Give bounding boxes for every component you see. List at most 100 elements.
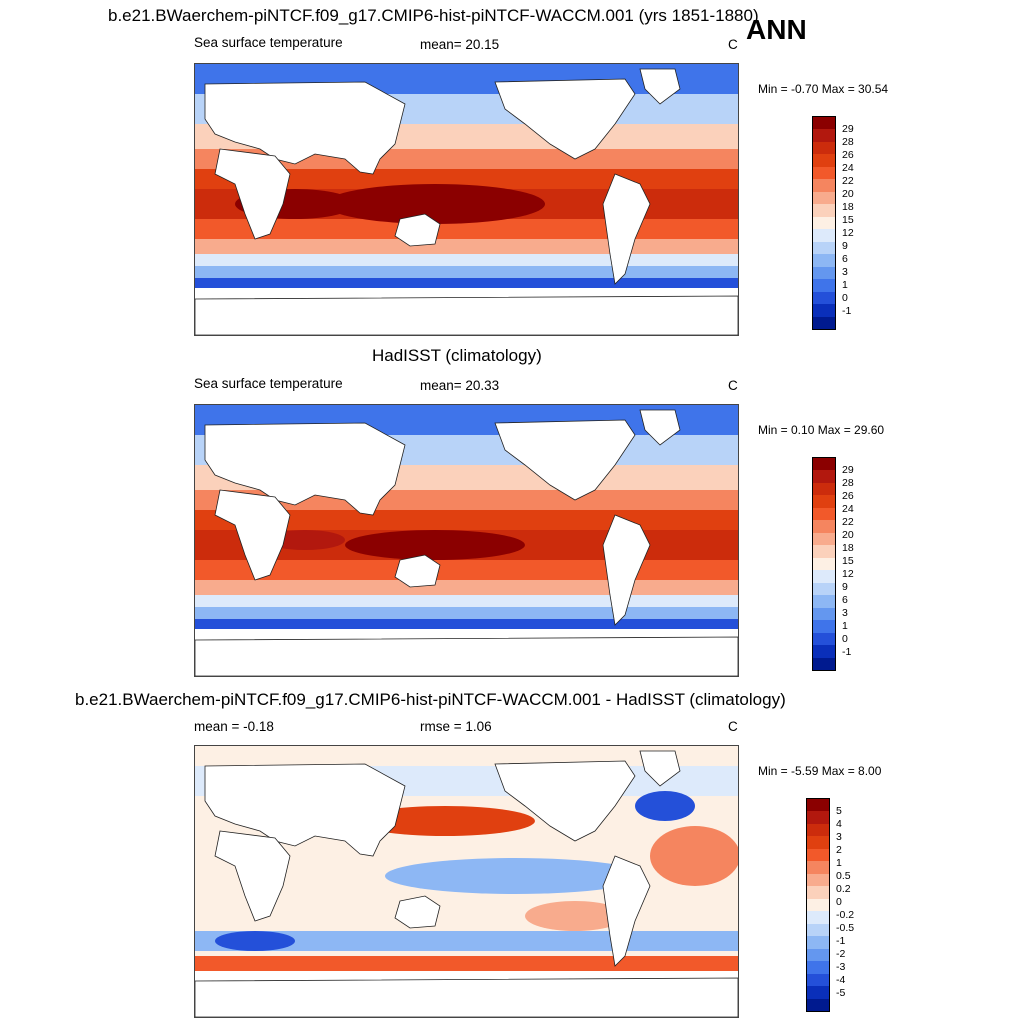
p2-eurasia — [204, 422, 406, 516]
colorbar-segment — [807, 861, 829, 875]
colorbar-segment — [813, 241, 835, 255]
panel-3-units-label: C — [728, 719, 738, 734]
colorbar-segment — [807, 911, 829, 925]
colorbar-segment — [813, 557, 835, 571]
p1-africa — [214, 148, 291, 240]
colorbar-segment — [813, 532, 835, 546]
panel-1-mean-label: mean= 20.15 — [420, 37, 500, 52]
p2-africa — [214, 489, 291, 581]
p2-cbar-label: 18 — [842, 542, 854, 554]
p1-cbar-label: 1 — [842, 279, 848, 291]
p3-north-america — [494, 760, 636, 842]
p3-cbar-label: -3 — [836, 961, 846, 973]
colorbar-segment — [813, 154, 835, 168]
p3-cbar-label: 0.5 — [836, 870, 851, 882]
p3-africa — [214, 830, 291, 922]
colorbar-segment — [813, 166, 835, 180]
colorbar-segment — [813, 632, 835, 646]
p3-greenland — [639, 750, 681, 787]
p2-cbar-label: 6 — [842, 594, 848, 606]
p2-cbar-label: 9 — [842, 581, 848, 593]
colorbar-segment — [813, 657, 835, 671]
colorbar-segment — [813, 645, 835, 659]
p3-south-indian-cold — [215, 931, 295, 951]
p3-kuroshio — [355, 806, 535, 836]
p1-eurasia — [204, 81, 406, 175]
p1-cbar-label: 15 — [842, 214, 854, 226]
p3-cbar-label: -0.2 — [836, 909, 855, 921]
colorbar-segment — [813, 204, 835, 218]
p3-cbar-label: 3 — [836, 831, 842, 843]
colorbar-segment — [807, 948, 829, 962]
p3-cbar-label: 5 — [836, 805, 842, 817]
colorbar-segment — [813, 620, 835, 634]
p2-cbar-label: 0 — [842, 633, 848, 645]
p3-atlantic-warm — [650, 826, 738, 886]
panel-3-title: b.e21.BWaerchem-piNTCF.f09_g17.CMIP6-his… — [75, 690, 786, 709]
p2-cbar-label: 22 — [842, 516, 854, 528]
p1-band-s-mid — [195, 254, 738, 266]
p3-pacific-cold — [385, 858, 645, 894]
colorbar-segment — [813, 482, 835, 496]
p1-cbar-label: 26 — [842, 149, 854, 161]
p2-band-southern — [195, 619, 738, 629]
panel-2-continents — [195, 409, 738, 676]
colorbar-segment — [813, 229, 835, 243]
p2-cbar-label: 15 — [842, 555, 854, 567]
panel-2-colorbar: 29 28 26 24 22 20 18 15 12 9 6 3 1 0 -1 — [812, 457, 854, 671]
colorbar-segment — [813, 607, 835, 621]
colorbar-segment — [813, 304, 835, 318]
p3-gulfstream-cold — [635, 791, 695, 821]
colorbar-segment — [813, 570, 835, 584]
panel-1-minmax-label: Min = -0.70 Max = 30.54 — [758, 82, 889, 96]
colorbar-segment — [813, 279, 835, 293]
panel-2-mean-label: mean= 20.33 — [420, 378, 500, 393]
colorbar-segment — [813, 458, 835, 471]
panel-1-map-svg — [195, 64, 738, 335]
panel-1-colorbar-box — [812, 116, 836, 330]
p1-band-s-trop — [195, 219, 738, 239]
p1-cbar-label: 0 — [842, 292, 848, 304]
p1-australia — [394, 213, 441, 247]
p3-se-pacific-warm — [525, 901, 625, 931]
panel-3-mean-label: mean = -0.18 — [194, 719, 274, 734]
panel-3-continents — [195, 750, 738, 1017]
panel-3-minmax-label: Min = -5.59 Max = 8.00 — [758, 764, 882, 778]
p3-cbar-label: 2 — [836, 844, 842, 856]
colorbar-segment — [807, 936, 829, 950]
p3-antarctica — [195, 977, 738, 1017]
p1-warm-pool — [325, 184, 545, 224]
panel-3-rmse-label: rmse = 1.06 — [420, 719, 492, 734]
p2-antarctica — [195, 636, 738, 676]
panel-1-colorbar: 29 28 26 24 22 20 18 15 12 9 6 3 1 0 -1 — [812, 116, 854, 330]
p1-band-n-trop — [195, 169, 738, 189]
p1-cbar-label: 18 — [842, 201, 854, 213]
colorbar-segment — [813, 191, 835, 205]
p3-cbar-label: -0.5 — [836, 922, 855, 934]
panel-2-map-svg — [195, 405, 738, 676]
p3-cbar-label: 4 — [836, 818, 842, 830]
p3-band-southern-warm — [195, 956, 738, 971]
colorbar-segment — [807, 799, 829, 812]
season-label: ANN — [746, 14, 807, 45]
p2-greenland — [639, 409, 681, 446]
colorbar-segment — [813, 254, 835, 268]
panel-3-map-svg — [195, 746, 738, 1017]
panel-3-map — [194, 745, 739, 1018]
p2-cbar-label: 29 — [842, 464, 854, 476]
panel-2-minmax-label: Min = 0.10 Max = 29.60 — [758, 423, 885, 437]
colorbar-segment — [807, 886, 829, 900]
p1-cbar-label: -1 — [842, 305, 852, 317]
panel-1-title: b.e21.BWaerchem-piNTCF.f09_g17.CMIP6-his… — [108, 6, 759, 25]
colorbar-segment — [807, 836, 829, 850]
p1-cbar-label: 20 — [842, 188, 854, 200]
p1-band-southern — [195, 278, 738, 288]
colorbar-segment — [807, 823, 829, 837]
panel-3-colorbar: 5 4 3 2 1 0.5 0.2 0 -0.2 -0.5 -1 -2 -3 -… — [806, 798, 854, 1012]
p1-cbar-label: 3 — [842, 266, 848, 278]
panel-2-variable-label: Sea surface temperature — [194, 376, 343, 391]
p2-cbar-label: 1 — [842, 620, 848, 632]
p2-cbar-label: -1 — [842, 646, 852, 658]
colorbar-segment — [807, 873, 829, 887]
p3-australia — [394, 895, 441, 929]
